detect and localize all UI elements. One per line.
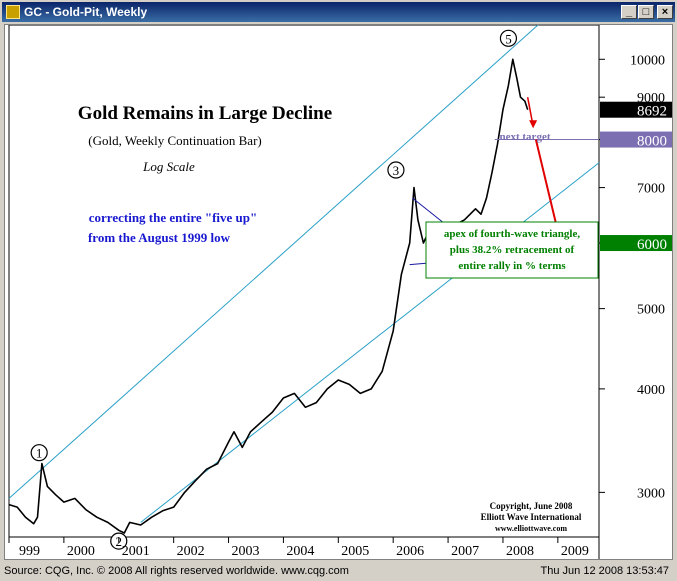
close-button[interactable]: × bbox=[657, 5, 673, 19]
projection-arrowhead-short bbox=[529, 120, 538, 129]
wave-label-1: 1 bbox=[36, 446, 43, 461]
price-box bbox=[600, 131, 672, 148]
projection-arrow-long bbox=[534, 139, 559, 232]
wave-label-circle bbox=[499, 29, 518, 47]
x-tick-label: 2000 bbox=[67, 544, 95, 559]
x-tick-label: 2005 bbox=[341, 544, 369, 559]
triangle-note-box bbox=[425, 221, 599, 279]
y-tick-label: 7000 bbox=[637, 182, 665, 197]
wave-label-5: 5 bbox=[505, 31, 512, 46]
plot-frame: 12345 3000400050006000700080009000100008… bbox=[4, 11, 673, 560]
comment-line-1: correcting the entire "five up" bbox=[89, 210, 257, 225]
status-bar: Source: CQG, Inc. © 2008 All rights rese… bbox=[0, 563, 677, 581]
trend-channel-line bbox=[8, 11, 553, 499]
price-box-label: 8692 bbox=[637, 104, 667, 120]
chart-subtitle: (Gold, Weekly Continuation Bar) bbox=[88, 133, 261, 148]
status-datetime: Thu Jun 12 2008 13:53:47 bbox=[540, 565, 669, 577]
x-tick-label: 2001 bbox=[122, 544, 150, 559]
y-tick-label: 10000 bbox=[630, 53, 665, 68]
x-tick-label: 2006 bbox=[396, 544, 424, 559]
x-tick-label: 2009 bbox=[561, 544, 589, 559]
next-target-label: next target bbox=[499, 131, 550, 143]
x-tick-label: 2003 bbox=[232, 544, 260, 559]
app-icon bbox=[6, 5, 20, 19]
triangle-note-line-3: entire rally in % terms bbox=[458, 260, 566, 272]
chart-title: Gold Remains in Large Decline bbox=[78, 103, 332, 124]
copyright-line-1: Copyright, June 2008 bbox=[490, 501, 573, 511]
wave-label-3: 3 bbox=[393, 163, 400, 178]
price-line bbox=[8, 58, 529, 534]
maximize-button[interactable]: □ bbox=[638, 5, 654, 19]
price-box bbox=[600, 235, 672, 252]
x-tick-label: 999 bbox=[19, 544, 40, 559]
title-bar[interactable]: GC - Gold-Pit, Weekly _ □ × bbox=[2, 2, 675, 22]
triangle-note-line-1: apex of fourth-wave triangle, bbox=[444, 228, 581, 240]
y-tick-label: 3000 bbox=[637, 486, 665, 501]
copyright-line-3: www.elliottwave.com bbox=[495, 524, 567, 533]
status-source: Source: CQG, Inc. © 2008 All rights rese… bbox=[4, 565, 349, 577]
comment-line-2: from the August 1999 low bbox=[88, 230, 231, 245]
copyright-line-2: Elliott Wave International bbox=[481, 512, 582, 522]
scale-note: Log Scale bbox=[142, 159, 195, 174]
wave-label-circle bbox=[30, 444, 48, 462]
wave-label-circle bbox=[387, 161, 405, 179]
triangle-note-line-2: plus 38.2% retracement of bbox=[450, 244, 575, 256]
triangle-upper-line bbox=[412, 197, 448, 226]
x-tick-label: 2007 bbox=[451, 544, 479, 559]
price-chart[interactable]: 12345 3000400050006000700080009000100008… bbox=[5, 11, 672, 559]
x-tick-label: 2008 bbox=[506, 544, 534, 559]
x-tick-label: 2004 bbox=[286, 544, 314, 559]
price-box bbox=[600, 101, 672, 118]
y-tick-label: 5000 bbox=[637, 303, 665, 318]
price-box-label: 8000 bbox=[637, 134, 667, 150]
price-box-label: 6000 bbox=[637, 237, 667, 253]
window-title: GC - Gold-Pit, Weekly bbox=[24, 5, 148, 19]
minimize-button[interactable]: _ bbox=[621, 5, 637, 19]
x-tick-label: 2002 bbox=[177, 544, 205, 559]
y-tick-label: 4000 bbox=[637, 383, 665, 398]
